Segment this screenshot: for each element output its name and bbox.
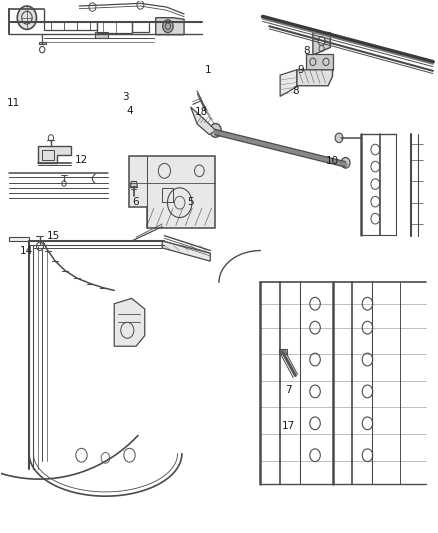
- Text: 10: 10: [326, 156, 339, 166]
- Polygon shape: [38, 147, 71, 163]
- Polygon shape: [130, 157, 215, 228]
- Circle shape: [17, 6, 36, 29]
- Polygon shape: [95, 32, 108, 38]
- Text: 1: 1: [205, 65, 212, 75]
- Bar: [162, 188, 173, 201]
- Text: 6: 6: [133, 197, 139, 207]
- Polygon shape: [39, 42, 46, 44]
- Text: 7: 7: [286, 385, 292, 395]
- Text: 3: 3: [122, 92, 128, 102]
- Text: 15: 15: [46, 231, 60, 241]
- Text: 18: 18: [195, 107, 208, 117]
- Text: 4: 4: [126, 106, 133, 116]
- Polygon shape: [297, 70, 332, 86]
- Text: 8: 8: [292, 86, 299, 96]
- Text: 11: 11: [7, 98, 21, 108]
- Polygon shape: [191, 107, 215, 135]
- Text: 14: 14: [19, 246, 33, 255]
- Polygon shape: [114, 298, 145, 346]
- Text: 12: 12: [75, 155, 88, 165]
- Bar: [42, 150, 54, 160]
- Polygon shape: [155, 18, 184, 35]
- Polygon shape: [9, 237, 29, 241]
- Polygon shape: [280, 70, 297, 96]
- Polygon shape: [162, 241, 210, 261]
- Circle shape: [318, 37, 325, 45]
- Text: 17: 17: [282, 421, 296, 431]
- Polygon shape: [131, 181, 138, 187]
- Text: 5: 5: [187, 197, 194, 207]
- Polygon shape: [313, 33, 330, 55]
- Text: 8: 8: [303, 46, 310, 56]
- Circle shape: [162, 20, 173, 33]
- Text: 9: 9: [298, 65, 304, 75]
- Polygon shape: [279, 350, 287, 354]
- Circle shape: [341, 158, 350, 168]
- Polygon shape: [306, 54, 332, 70]
- Circle shape: [210, 124, 221, 138]
- Circle shape: [335, 133, 343, 143]
